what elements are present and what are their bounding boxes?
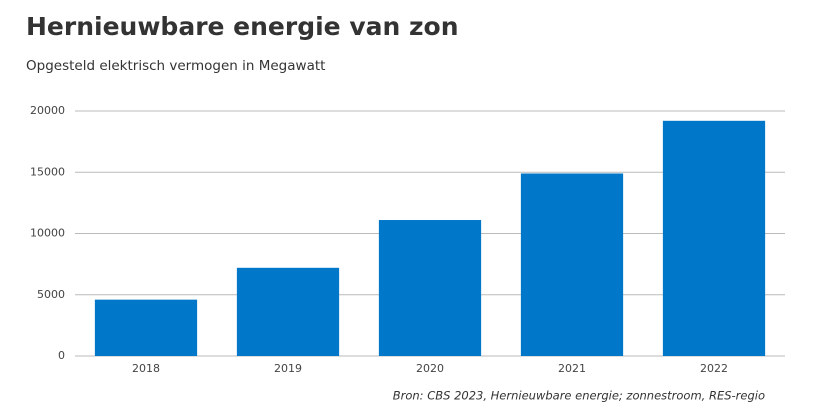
y-tick-label: 20000 <box>30 104 65 117</box>
x-tick-label: 2022 <box>700 362 728 375</box>
y-tick-label: 10000 <box>30 227 65 240</box>
y-tick-label: 0 <box>58 349 65 362</box>
bar <box>520 173 624 356</box>
y-tick-label: 15000 <box>30 165 65 178</box>
source-note: Bron: CBS 2023, Hernieuwbare energie; zo… <box>393 389 765 403</box>
bar <box>662 120 766 356</box>
chart-title: Hernieuwbare energie van zon <box>26 12 459 41</box>
x-tick-label: 2018 <box>132 362 160 375</box>
y-tick-label: 5000 <box>37 288 65 301</box>
x-tick-label: 2019 <box>274 362 302 375</box>
x-tick-label: 2020 <box>416 362 444 375</box>
bar <box>236 267 340 356</box>
bar <box>378 220 482 356</box>
chart-subtitle: Opgesteld elektrisch vermogen in Megawat… <box>26 58 325 74</box>
x-tick-label: 2021 <box>558 362 586 375</box>
bar <box>94 299 198 356</box>
